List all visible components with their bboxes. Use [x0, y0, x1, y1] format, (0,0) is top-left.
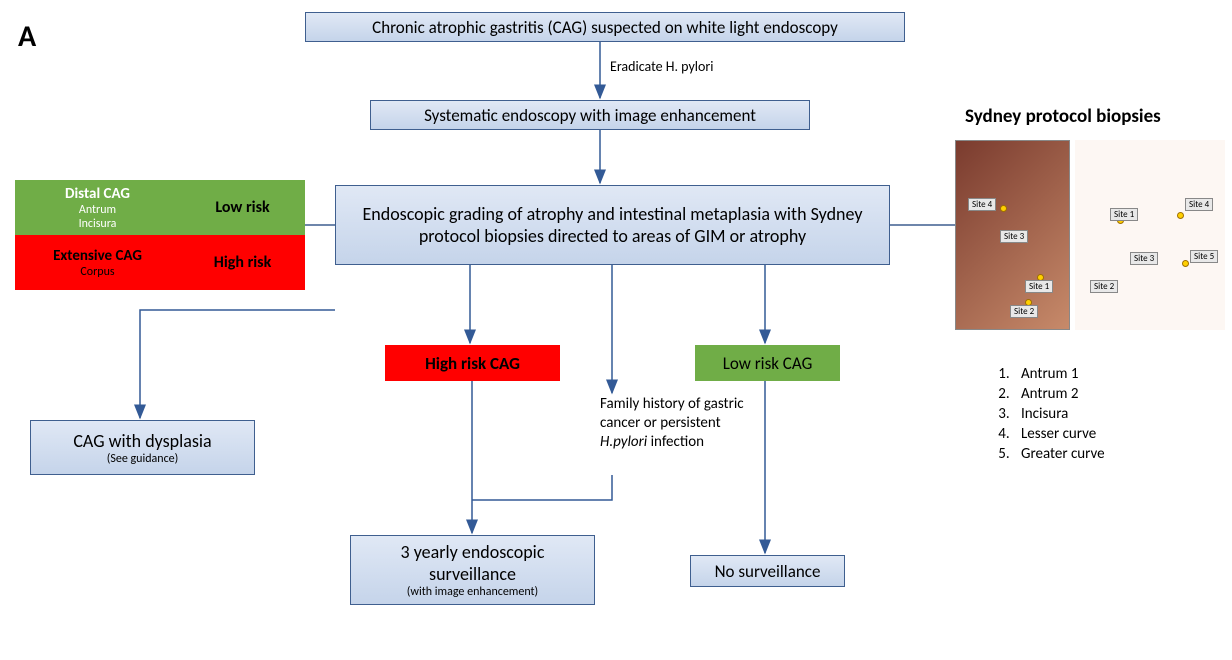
site-label: Site 3 [1000, 230, 1028, 243]
list-item: Incisura [1013, 405, 1105, 423]
cell-title: High risk [214, 253, 272, 272]
node-suspected-cag: Chronic atrophic gastritis (CAG) suspect… [305, 12, 905, 42]
site-label: Site 2 [1090, 280, 1118, 293]
label-text-italic: H.pylori [600, 433, 647, 451]
node-subtext: (with image enhancement) [407, 585, 538, 599]
node-subtext: (See guidance) [107, 452, 179, 466]
site-dot [1182, 260, 1189, 267]
site-label: Site 1 [1025, 280, 1053, 293]
site-label: Site 1 [1110, 208, 1138, 221]
list-item: Lesser curve [1013, 425, 1105, 443]
node-no-surveillance: No surveillance [690, 555, 845, 587]
sydney-protocol-heading: Sydney protocol biopsies [965, 105, 1161, 128]
node-systematic-endoscopy: Systematic endoscopy with image enhancem… [370, 100, 810, 130]
node-text: CAG with dysplasia [73, 430, 211, 452]
site-label: Site 4 [968, 198, 996, 211]
site-label: Site 4 [1185, 198, 1213, 211]
node-low-risk-cag: Low risk CAG [695, 345, 840, 381]
label-family-history: Family history of gastric cancer or pers… [600, 395, 765, 451]
site-label: Site 5 [1190, 250, 1218, 263]
list-item: Antrum 2 [1013, 385, 1105, 403]
node-cag-dysplasia: CAG with dysplasia (See guidance) [30, 420, 255, 475]
cell-title: Distal CAG [65, 185, 130, 203]
heading-text: Sydney protocol biopsies [965, 105, 1161, 128]
site-label: Site 2 [1010, 305, 1038, 318]
label-text: Eradicate H. pylori [610, 58, 714, 75]
node-text: Systematic endoscopy with image enhancem… [424, 105, 756, 126]
list-item: Greater curve [1013, 445, 1105, 463]
list-item: Antrum 1 [1013, 365, 1105, 383]
cell-title: Extensive CAG [53, 247, 142, 265]
risk-cell-distal: Distal CAG Antrum Incisura [15, 180, 180, 235]
flowchart-arrows [0, 0, 1232, 660]
site-dot [1000, 205, 1007, 212]
site-dot [1177, 212, 1184, 219]
stomach-diagram-image [1075, 140, 1225, 330]
site-label: Site 3 [1130, 252, 1158, 265]
node-text: No surveillance [715, 561, 821, 582]
cell-sub1: Corpus [80, 265, 114, 279]
node-high-risk-cag: High risk CAG [385, 345, 560, 381]
node-text: 3 yearly endoscopic surveillance [359, 541, 586, 585]
cell-title: Low risk [215, 198, 269, 217]
risk-cell-low: Low risk [180, 180, 305, 235]
node-text: Endoscopic grading of atrophy and intest… [344, 203, 881, 247]
label-text-tail: infection [647, 433, 704, 451]
node-text: Low risk CAG [723, 353, 813, 374]
node-text: Chronic atrophic gastritis (CAG) suspect… [372, 17, 838, 38]
label-eradicate-hpylori: Eradicate H. pylori [610, 58, 714, 75]
cell-sub2: Incisura [79, 217, 117, 231]
node-text: High risk CAG [425, 353, 520, 374]
node-endoscopic-grading: Endoscopic grading of atrophy and intest… [335, 185, 890, 265]
risk-classification-table: Distal CAG Antrum Incisura Low risk Exte… [15, 180, 305, 290]
risk-cell-high: High risk [180, 235, 305, 290]
sydney-biopsy-site-list: Antrum 1 Antrum 2 Incisura Lesser curve Grea… [985, 365, 1105, 465]
risk-cell-extensive: Extensive CAG Corpus [15, 235, 180, 290]
node-3yearly-surveillance: 3 yearly endoscopic surveillance (with i… [350, 535, 595, 605]
panel-label: A [18, 18, 36, 55]
cell-sub1: Antrum [79, 203, 116, 217]
label-text-main: Family history of gastric cancer or pers… [600, 395, 744, 432]
